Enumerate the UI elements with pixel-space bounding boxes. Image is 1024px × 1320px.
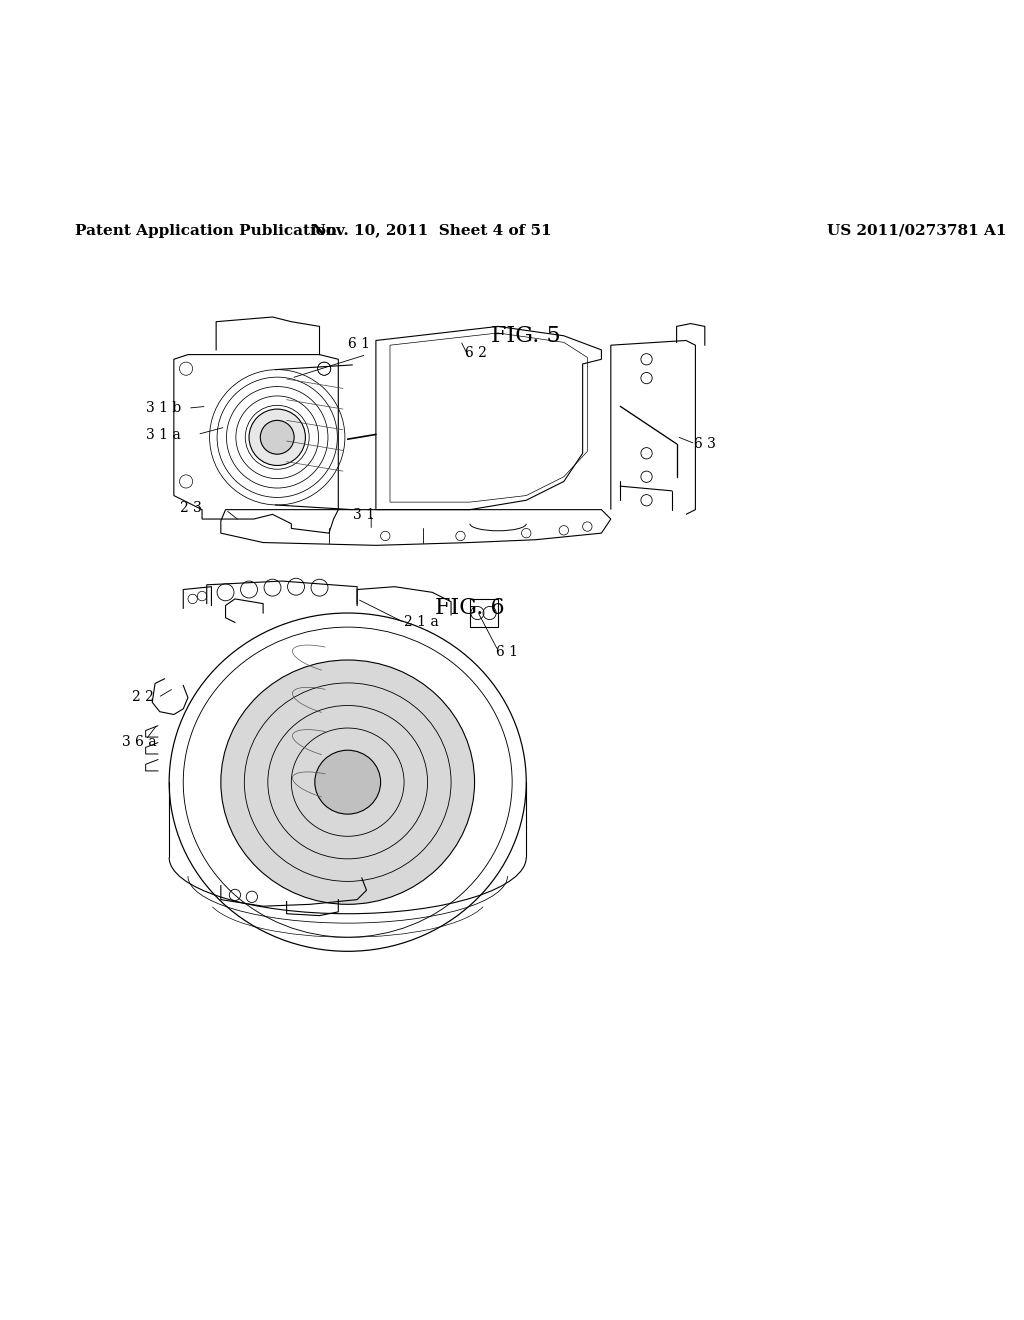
Text: Patent Application Publication: Patent Application Publication	[75, 223, 337, 238]
Text: 3 1: 3 1	[353, 508, 376, 521]
Text: Nov. 10, 2011  Sheet 4 of 51: Nov. 10, 2011 Sheet 4 of 51	[312, 223, 552, 238]
Text: 3 1 a: 3 1 a	[145, 428, 180, 442]
Text: 6 3: 6 3	[693, 437, 716, 450]
Text: 2 1 a: 2 1 a	[404, 615, 439, 630]
Text: 3 6 a: 3 6 a	[122, 735, 157, 750]
Text: 6 1: 6 1	[497, 645, 518, 659]
Text: 6 1: 6 1	[348, 337, 370, 351]
Ellipse shape	[221, 660, 474, 904]
Text: 2 2: 2 2	[131, 690, 154, 705]
Text: FIG. 5: FIG. 5	[492, 325, 561, 347]
Text: FIG. 6: FIG. 6	[435, 598, 505, 619]
Text: 2 3: 2 3	[180, 500, 203, 515]
Text: 6 2: 6 2	[465, 346, 487, 360]
Text: US 2011/0273781 A1: US 2011/0273781 A1	[827, 223, 1007, 238]
Circle shape	[260, 420, 294, 454]
Circle shape	[249, 409, 305, 466]
Ellipse shape	[314, 750, 381, 814]
Text: 3 1 b: 3 1 b	[145, 401, 181, 414]
